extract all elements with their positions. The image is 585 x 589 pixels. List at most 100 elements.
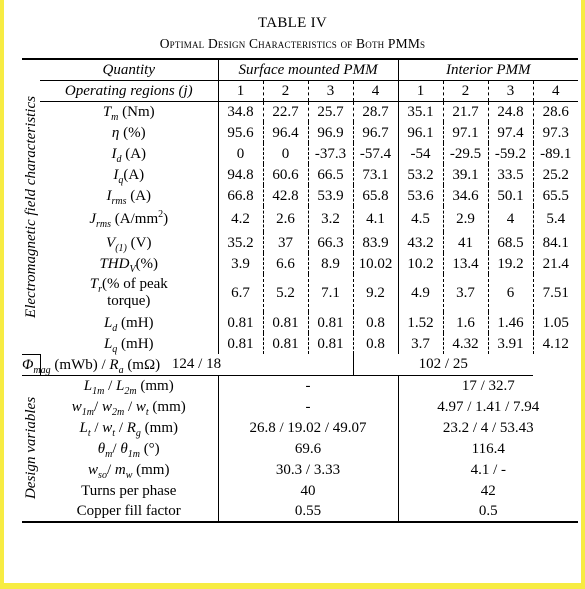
row-w1m: w1m/ w2m / wt (mm) - 4.97 / 1.41 / 7.94 bbox=[22, 396, 578, 417]
label-ld: Ld (mH) bbox=[40, 312, 219, 333]
row-flux-resistance: Φmag (mWb) / Ra (mΩ) 124 / 18 102 / 25 bbox=[22, 354, 578, 376]
value-cell: - bbox=[218, 396, 399, 417]
value-cell: 0.81 bbox=[218, 312, 264, 333]
region-number: 2 bbox=[263, 80, 309, 102]
value-cell: 2.6 bbox=[263, 206, 309, 232]
row-v1: V(1) (V) 35.2 37 66.3 83.9 43.2 41 68.5 … bbox=[22, 232, 578, 253]
label-irms: Irms (A) bbox=[40, 185, 219, 206]
value-cell: 4.9 bbox=[398, 274, 444, 312]
row-ld: Ld (mH) 0.81 0.81 0.81 0.8 1.52 1.6 1.46… bbox=[22, 312, 578, 333]
value-cell: 97.1 bbox=[443, 122, 489, 143]
value-cell: 19.2 bbox=[488, 253, 534, 274]
value-cell: 42.8 bbox=[263, 185, 309, 206]
value-cell: -29.5 bbox=[443, 143, 489, 164]
value-cell: 96.7 bbox=[353, 122, 399, 143]
value-cell: 0.81 bbox=[218, 333, 264, 354]
value-cell: 3.7 bbox=[398, 333, 444, 354]
table-title: TABLE IV bbox=[257, 15, 328, 31]
value-cell: 5.4 bbox=[546, 211, 566, 227]
value-cell: -59.2 bbox=[488, 143, 534, 164]
value-cell: 102 / 25 bbox=[353, 354, 534, 376]
label-turns: Turns per phase bbox=[40, 480, 219, 501]
row-lt: Lt / wt / Rg (mm) 26.8 / 19.02 / 49.07 2… bbox=[22, 417, 578, 438]
value-cell: 22.7 bbox=[263, 101, 309, 122]
value-cell: 4.1 bbox=[353, 206, 399, 232]
label-jrms: Jrms (A/mm2) bbox=[40, 206, 219, 232]
value-cell: 95.6 bbox=[218, 122, 264, 143]
value-cell: 60.6 bbox=[263, 164, 309, 185]
value-cell: 37 bbox=[263, 232, 309, 253]
value-cell: 5.2 bbox=[263, 274, 309, 312]
value-cell: 7.51 bbox=[542, 285, 569, 301]
value-cell: 2.9 bbox=[443, 206, 489, 232]
value-cell: 23.2 / 4 / 53.43 bbox=[442, 419, 534, 436]
label-lt: Lt / wt / Rg (mm) bbox=[40, 417, 219, 438]
value-cell: 21.4 bbox=[542, 255, 569, 272]
value-cell: 4.1 / - bbox=[470, 461, 506, 478]
value-cell: 66.8 bbox=[218, 185, 264, 206]
row-torque-ripple: Tr(% of peak torque) 6.7 5.2 7.1 9.2 4.9 … bbox=[22, 274, 578, 312]
value-cell: 3.7 bbox=[443, 274, 489, 312]
value-cell: -89.1 bbox=[540, 145, 572, 162]
value-cell: 17 / 32.7 bbox=[461, 377, 515, 394]
value-cell: 8.9 bbox=[308, 253, 354, 274]
value-cell: 0.8 bbox=[353, 333, 399, 354]
row-id: Id (A) 0 0 -37.3 -57.4 -54 -29.5 -59.2 -… bbox=[22, 143, 578, 164]
value-cell: 4.97 / 1.41 / 7.94 bbox=[437, 398, 540, 415]
region-number: 4 bbox=[353, 80, 399, 102]
value-cell: 0.81 bbox=[308, 312, 354, 333]
region-number: 2 bbox=[443, 80, 489, 102]
region-number: 3 bbox=[488, 80, 534, 102]
row-irms: Irms (A) 66.8 42.8 53.9 65.8 53.6 34.6 5… bbox=[22, 185, 578, 206]
value-cell: 21.7 bbox=[443, 101, 489, 122]
value-cell: 30.3 / 3.33 bbox=[218, 459, 399, 480]
label-torque-ripple: Tr(% of peak torque) bbox=[40, 274, 219, 312]
header-regions: Operating regions (j) bbox=[40, 80, 219, 102]
value-cell: 6.7 bbox=[218, 274, 264, 312]
value-cell: 3.2 bbox=[308, 206, 354, 232]
value-cell: 94.8 bbox=[218, 164, 264, 185]
value-cell: 0.55 bbox=[218, 501, 399, 522]
value-cell: 35.2 bbox=[218, 232, 264, 253]
value-cell: 40 bbox=[218, 480, 399, 501]
value-cell: 1.46 bbox=[488, 312, 534, 333]
value-cell: -57.4 bbox=[353, 143, 399, 164]
label-v1: V(1) (V) bbox=[40, 232, 219, 253]
section-label-dv: Design variables bbox=[23, 397, 39, 500]
value-cell: 10.2 bbox=[398, 253, 444, 274]
value-cell: 66.3 bbox=[308, 232, 354, 253]
value-cell: 0.81 bbox=[263, 312, 309, 333]
design-characteristics-table: Electromagnetic field characteristics Qu… bbox=[22, 58, 579, 523]
row-thd: THDV(%) 3.9 6.6 8.9 10.02 10.2 13.4 19.2… bbox=[22, 253, 578, 274]
row-copper: Copper fill factor 0.55 0.5 bbox=[22, 501, 578, 522]
value-cell: 39.1 bbox=[443, 164, 489, 185]
value-cell: 1.05 bbox=[542, 314, 569, 331]
value-cell: 3.91 bbox=[488, 333, 534, 354]
label-flux-resistance: Φmag (mWb) / Ra (mΩ) bbox=[22, 354, 160, 376]
row-wso: wso/ mw (mm) 30.3 / 3.33 4.1 / - bbox=[22, 459, 578, 480]
value-cell: -37.3 bbox=[308, 143, 354, 164]
label-wso: wso/ mw (mm) bbox=[40, 459, 219, 480]
row-jrms: Jrms (A/mm2) 4.2 2.6 3.2 4.1 4.5 2.9 4 5… bbox=[22, 206, 578, 232]
value-cell: 3.9 bbox=[218, 253, 264, 274]
region-number: 1 bbox=[218, 80, 264, 102]
value-cell: 43.2 bbox=[398, 232, 444, 253]
value-cell: 0.5 bbox=[478, 503, 498, 519]
row-torque: Tm (Nm) 34.8 22.7 25.7 28.7 35.1 21.7 24… bbox=[22, 101, 578, 122]
value-cell: 0.8 bbox=[353, 312, 399, 333]
value-cell: 116.4 bbox=[471, 440, 505, 457]
label-l1m: L1m / L2m (mm) bbox=[40, 375, 219, 396]
label-copper: Copper fill factor bbox=[40, 501, 219, 522]
value-cell: 25.7 bbox=[308, 101, 354, 122]
value-cell: 66.5 bbox=[308, 164, 354, 185]
row-l1m: Design variables L1m / L2m (mm) - 17 / 3… bbox=[22, 375, 578, 499]
region-number: 4 bbox=[533, 80, 579, 102]
value-cell: 68.5 bbox=[488, 232, 534, 253]
value-cell: 10.02 bbox=[353, 253, 399, 274]
value-cell: 35.1 bbox=[398, 101, 444, 122]
value-cell: 96.4 bbox=[263, 122, 309, 143]
value-cell: 34.8 bbox=[218, 101, 264, 122]
label-efficiency: η (%) bbox=[40, 122, 219, 143]
value-cell: 6.6 bbox=[263, 253, 309, 274]
